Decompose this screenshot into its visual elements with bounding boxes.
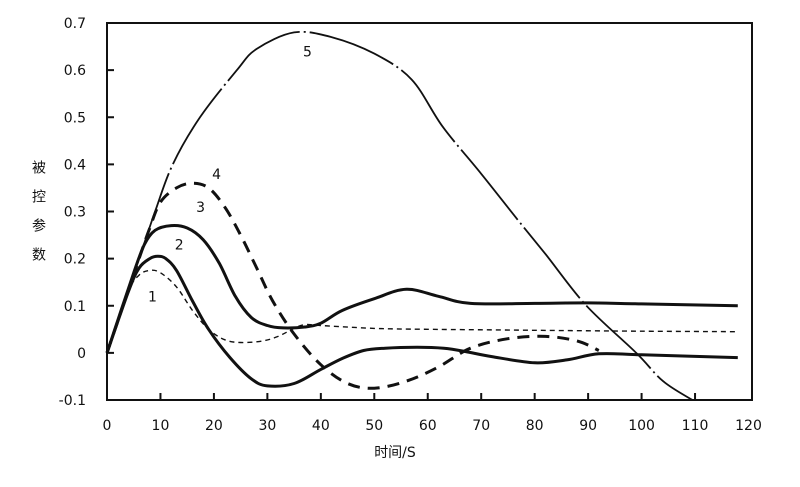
y-tick-label: 0.6 <box>64 63 86 79</box>
x-tick-label: 90 <box>579 418 597 434</box>
x-tick-label: 110 <box>682 418 709 434</box>
x-tick-label: 40 <box>312 418 330 434</box>
curve-label: 4 <box>212 167 221 183</box>
x-tick-label: 50 <box>365 418 383 434</box>
y-tick-label: 0 <box>77 346 86 362</box>
curve-label: 5 <box>303 44 312 60</box>
y-tick-label: 0.7 <box>64 16 86 32</box>
y-tick-label: 0.4 <box>64 157 86 173</box>
y-tick-label: 0.2 <box>64 252 86 268</box>
series-group <box>105 30 738 401</box>
x-tick-label: 70 <box>472 418 490 434</box>
x-tick-label: 100 <box>628 418 655 434</box>
series-line-2 <box>105 254 738 388</box>
y-tick-label: -0.1 <box>59 393 86 409</box>
x-axis-label: 时间/S <box>374 445 416 461</box>
x-tick-label: 0 <box>103 418 112 434</box>
x-tick-label: 60 <box>419 418 437 434</box>
y-axis-label: 被控参数 <box>30 160 46 276</box>
annotations: 1 2 3 4 5 <box>148 44 312 305</box>
series-line-1 <box>106 269 738 354</box>
x-tick-label: 120 <box>735 418 762 434</box>
series-line-5 <box>106 30 693 401</box>
y-tick-label: 0.1 <box>64 299 86 315</box>
x-tick-label: 80 <box>526 418 544 434</box>
series-line-3 <box>105 223 738 354</box>
curve-label: 2 <box>175 237 184 253</box>
x-tick-label: 30 <box>258 418 276 434</box>
axes: 0 10 20 30 40 50 60 70 80 90 100 110 120 -0.1 0 0.1 0.2 0… <box>59 16 762 434</box>
y-tick-label: 0.5 <box>64 110 86 126</box>
series-line-4 <box>105 181 600 390</box>
x-tick-label: 10 <box>152 418 170 434</box>
curve-label: 1 <box>148 289 157 305</box>
y-tick-label: 0.3 <box>64 205 86 221</box>
curve-label: 3 <box>196 200 205 216</box>
x-tick-label: 20 <box>205 418 223 434</box>
